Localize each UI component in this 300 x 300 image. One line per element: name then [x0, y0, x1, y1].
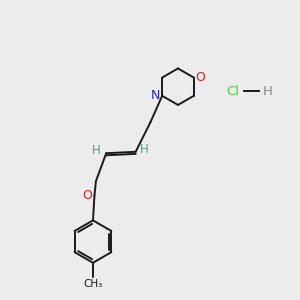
Text: N: N — [151, 89, 160, 102]
Text: H: H — [263, 85, 273, 98]
Text: CH₃: CH₃ — [83, 279, 103, 289]
Text: H: H — [140, 143, 149, 156]
Text: O: O — [82, 189, 92, 203]
Text: O: O — [195, 71, 205, 84]
Text: Cl: Cl — [226, 85, 239, 98]
Text: H: H — [92, 144, 100, 158]
